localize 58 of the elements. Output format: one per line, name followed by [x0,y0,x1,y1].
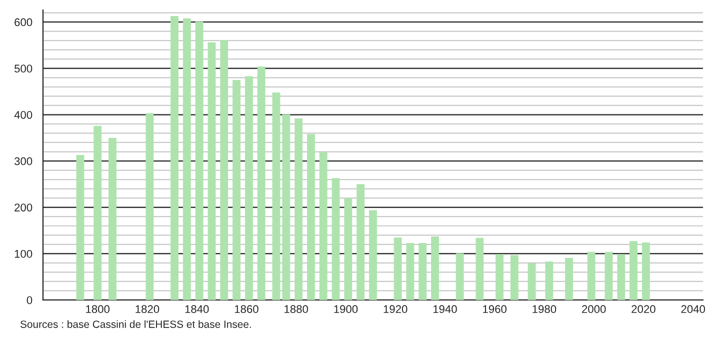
bar [456,253,464,300]
x-tick-label: 1960 [483,305,507,314]
bar [587,252,596,300]
x-tick-label: 1860 [234,305,258,314]
bar [272,92,280,300]
bar [94,126,102,300]
y-tick-label: 200 [14,204,32,212]
bar [431,236,439,300]
bar [319,152,328,300]
x-tick-label: 2020 [632,305,656,314]
y-tick-label: 0 [26,296,32,304]
x-tick-label: 1980 [532,305,556,314]
bar [195,22,204,300]
x-tick-label: 1820 [136,305,160,314]
bar [108,138,116,300]
bar [257,66,266,300]
bar [617,254,626,300]
bar [496,254,504,300]
bar [146,113,154,300]
bar [244,76,253,300]
bar [208,42,216,300]
bar [307,134,315,300]
bar [406,243,414,300]
bar [476,238,484,300]
x-tick-label: 1940 [433,305,457,314]
bar [220,40,228,300]
y-tick-label: 600 [14,18,32,26]
bar [232,80,240,300]
bar [356,184,365,300]
bar [642,242,650,300]
y-tick-label: 300 [14,157,32,166]
x-tick-label: 2000 [582,305,606,314]
y-tick-label: 400 [14,110,32,119]
x-tick-label: 2040 [681,305,705,314]
x-tick-label: 1920 [384,305,408,314]
source-note: Sources : base Cassini de l'EHESS et base Insee. [20,320,251,328]
bar [394,237,402,300]
bar [332,178,340,300]
bar [604,252,613,300]
bar [344,198,352,300]
x-tick-label: 1800 [86,305,110,314]
bar [630,241,638,300]
x-tick-label: 1900 [334,305,358,314]
x-tick-label: 1880 [284,305,308,314]
bar [170,16,178,300]
bar [545,262,554,300]
bar [76,155,84,300]
bar [418,243,427,300]
bar [510,255,518,300]
bar [369,210,377,300]
bar [182,18,191,300]
y-tick-label: 100 [14,250,32,258]
y-tick-label: 500 [14,64,32,73]
x-tick-label: 1840 [185,305,209,314]
bar [565,258,573,300]
bar [282,114,290,300]
bar [294,118,303,300]
bar [528,263,536,300]
